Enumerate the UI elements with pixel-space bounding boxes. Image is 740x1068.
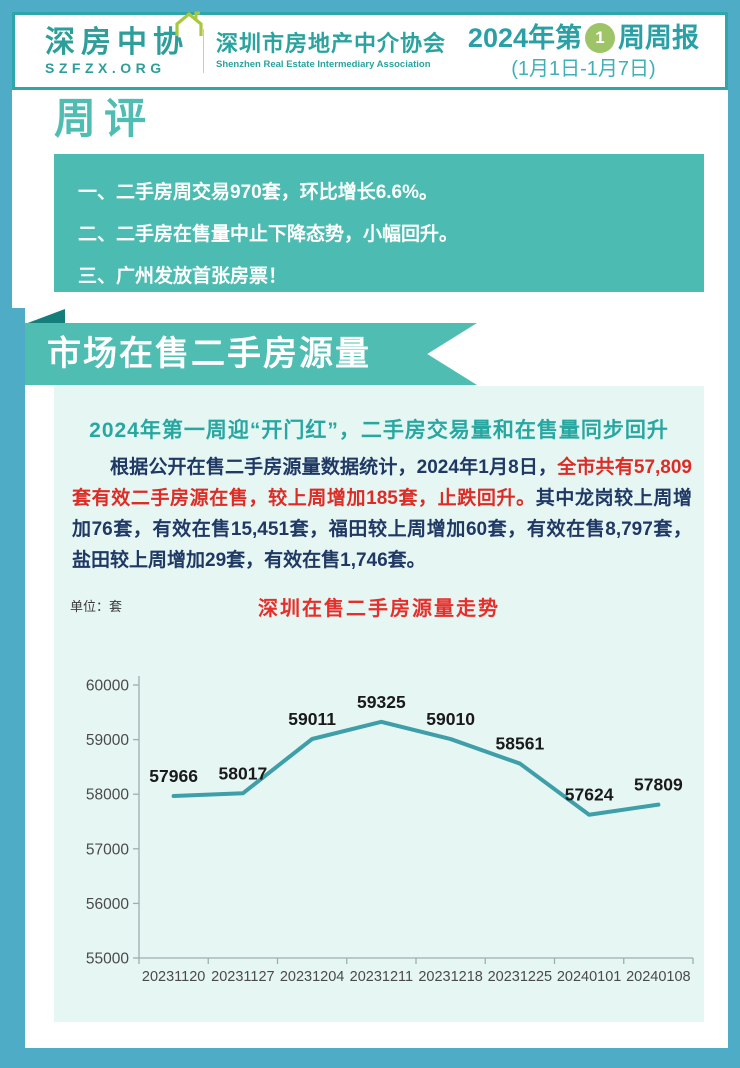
svg-text:20231218: 20231218 — [418, 969, 483, 985]
svg-text:57624: 57624 — [565, 785, 614, 805]
section-banner-title: 市场在售二手房源量 — [47, 335, 371, 373]
paragraph-segment-navy-2: 其中龙岗较上周增加76套，有效在售15,451套，福田较上周增加60套，有效在售… — [72, 488, 692, 571]
logo-chinese-text: 深房中协 — [45, 25, 189, 59]
weekly-review-heading: 周评 — [54, 95, 155, 142]
weekly-review-box: 一、二手房周交易970套，环比增长6.6%。 二、二手房在售量中止下降态势，小幅… — [54, 154, 704, 292]
left-accent-strip — [12, 308, 25, 1048]
paragraph-segment-red: 全市共有57,809套有效二手房源在售，较上周增加185套，止跌回升。 — [72, 457, 692, 509]
review-item-1: 一、二手房周交易970套，环比增长6.6%。 — [78, 182, 439, 203]
association-logo: 深房中协 SZFZX.ORG — [15, 11, 203, 76]
report-title-line: 2024年第 1 周周报 — [468, 23, 699, 53]
listings-trend-line-chart: 55000 56000 57000 58000 59000 60000 20231120 20… — [86, 676, 694, 985]
svg-text:58017: 58017 — [219, 763, 268, 783]
page-content: 深房中协 SZFZX.ORG 深圳市房地产中介协会 Shenzhen Real … — [12, 11, 728, 1048]
section-banner-ribbon: 市场在售二手房源量 — [25, 323, 477, 385]
logo-url-text: SZFZX.ORG — [45, 59, 166, 76]
svg-text:58000: 58000 — [86, 787, 129, 804]
svg-text:20231204: 20231204 — [280, 969, 345, 985]
svg-text:59325: 59325 — [357, 692, 406, 712]
chart-title: 深圳在售二手房源量走势 — [258, 598, 500, 620]
org-name-chinese: 深圳市房地产中介协会 — [216, 30, 447, 56]
title-suffix: 周周报 — [618, 22, 699, 53]
svg-text:55000: 55000 — [86, 951, 129, 968]
svg-text:58561: 58561 — [496, 734, 545, 754]
svg-text:20240101: 20240101 — [557, 969, 622, 985]
svg-text:20231225: 20231225 — [488, 969, 553, 985]
svg-text:20240108: 20240108 — [626, 969, 691, 985]
svg-text:60000: 60000 — [86, 678, 129, 695]
svg-text:57966: 57966 — [149, 766, 198, 786]
org-name-english: Shenzhen Real Estate Intermediary Associ… — [216, 58, 431, 70]
svg-text:57809: 57809 — [634, 775, 683, 795]
svg-text:56000: 56000 — [86, 896, 129, 913]
header-divider — [203, 29, 204, 73]
chart-unit-label: 单位：套 — [70, 599, 123, 614]
svg-text:20231120: 20231120 — [142, 969, 205, 985]
svg-text:57000: 57000 — [86, 841, 129, 858]
svg-text:59011: 59011 — [288, 709, 336, 729]
house-icon — [169, 11, 209, 41]
report-date-range: (1月1日-1月7日) — [511, 58, 656, 80]
title-prefix: 2024年第 — [467, 22, 582, 53]
svg-text:20231211: 20231211 — [350, 969, 413, 985]
review-item-2: 二、二手房在售量中止下降态势，小幅回升。 — [78, 224, 459, 245]
review-item-3: 三、广州发放首张房票！ — [78, 266, 288, 287]
section-panel: 2024年第一周迎“开门红”，二手房交易量和在售量同步回升 根据公开在售二手房源… — [54, 386, 704, 1022]
svg-text:20231127: 20231127 — [211, 969, 274, 985]
ribbon-fold-triangle — [25, 309, 65, 324]
week-number-badge: 1 — [585, 23, 615, 53]
organization-name: 深圳市房地产中介协会 Shenzhen Real Estate Intermed… — [216, 30, 447, 70]
svg-text:59010: 59010 — [426, 709, 475, 729]
header: 深房中协 SZFZX.ORG 深圳市房地产中介协会 Shenzhen Real … — [12, 11, 728, 90]
report-title: 2024年第 1 周周报 (1月1日-1月7日) — [468, 23, 725, 79]
section-subtitle: 2024年第一周迎“开门红”，二手房交易量和在售量同步回升 — [89, 419, 669, 442]
section-paragraph: 根据公开在售二手房源量数据统计，2024年1月8日，全市共有57,809套有效二… — [72, 452, 692, 576]
svg-text:59000: 59000 — [86, 732, 129, 749]
paragraph-segment-navy-1: 根据公开在售二手房源量数据统计，2024年1月8日， — [110, 457, 558, 478]
